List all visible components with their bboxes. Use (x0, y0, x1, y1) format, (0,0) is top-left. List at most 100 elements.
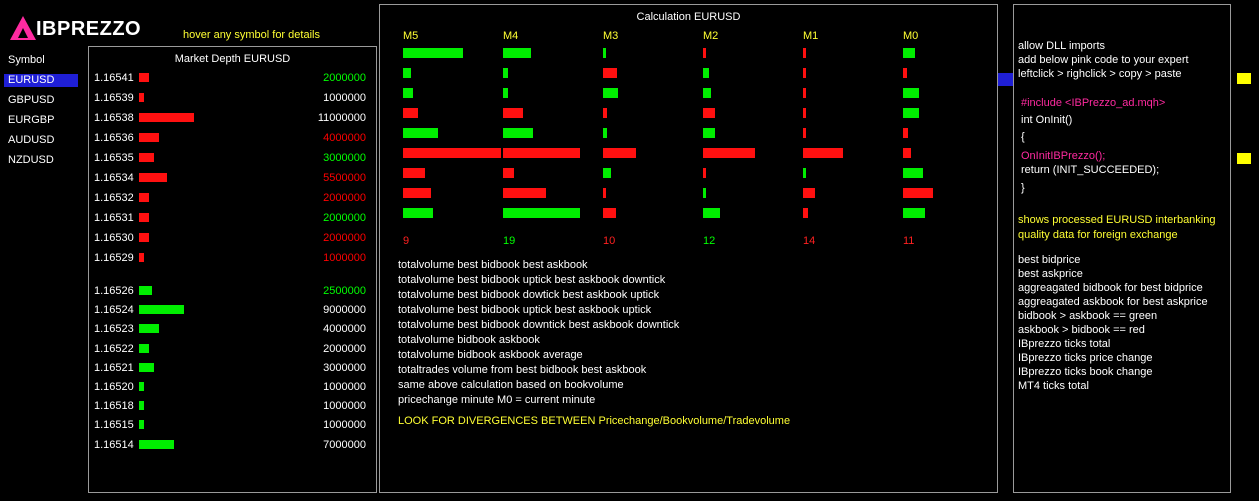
depth-volume: 1000000 (323, 252, 366, 264)
calc-bar (903, 208, 925, 218)
calc-bar (503, 148, 580, 158)
calc-bar (703, 168, 706, 178)
info-line: MT4 ticks total (1018, 380, 1089, 392)
calc-bar (703, 48, 706, 58)
depth-volume-bar (139, 305, 184, 315)
column-label-m0: M0 (903, 30, 919, 42)
info-line: allow DLL imports (1018, 40, 1106, 52)
calc-bar (403, 188, 431, 198)
depth-row: 1.16535 3000000 (89, 151, 376, 165)
legend-line: totalvolume bidbook askbook (398, 334, 540, 346)
market-depth-panel: Market Depth EURUSD 1.16541 2000000 1.1653… (88, 46, 377, 493)
calc-bar (403, 128, 438, 138)
calc-bar (703, 208, 720, 218)
depth-price: 1.16515 (94, 419, 134, 432)
calc-bar (603, 128, 607, 138)
calc-bar (703, 108, 715, 118)
calc-bar (403, 108, 418, 118)
column-total: 11 (903, 235, 915, 247)
depth-volume: 1000000 (323, 419, 366, 432)
legend-line: totalvolume best bidbook downtick best a… (398, 319, 680, 331)
depth-price: 1.16520 (94, 381, 134, 393)
calc-bar (403, 208, 433, 218)
depth-row: 1.16514 7000000 (89, 438, 376, 452)
depth-volume-bar (139, 362, 154, 372)
depth-volume-bar (139, 173, 167, 182)
depth-price: 1.16514 (94, 438, 134, 451)
depth-volume-bar (139, 343, 149, 353)
depth-volume-bar (139, 324, 159, 334)
depth-volume-bar (139, 286, 152, 295)
depth-row: 1.16534 5500000 (89, 171, 376, 185)
calc-bar (503, 128, 533, 138)
calc-bar (503, 48, 531, 58)
depth-row: 1.16526 2500000 (89, 284, 376, 298)
depth-price: 1.16526 (94, 285, 134, 297)
column-label-m1: M1 (803, 30, 819, 42)
calc-bar (403, 48, 463, 58)
depth-volume-bar (139, 420, 144, 430)
depth-price: 1.16518 (94, 400, 134, 413)
brand-name: IBPREZZO (36, 18, 142, 40)
column-total: 12 (703, 235, 716, 247)
depth-volume: 2000000 (323, 192, 366, 204)
depth-row: 1.16538 11000000 (89, 111, 376, 125)
info-line: quality data for foreign exchange (1018, 229, 1178, 241)
depth-volume-bar (139, 133, 159, 142)
calc-bar (603, 48, 606, 58)
symbol-item-gbpusd[interactable]: GBPUSD (8, 94, 55, 106)
depth-row: 1.16520 1000000 (89, 380, 376, 394)
depth-volume-bar (139, 153, 154, 162)
depth-volume: 11000000 (317, 112, 366, 124)
depth-volume-bar (139, 73, 149, 82)
info-line: bidbook > askbook == green (1018, 310, 1158, 322)
calc-bar (603, 168, 611, 178)
symbol-item-eurusd[interactable]: EURUSD (4, 74, 78, 87)
calc-bar (903, 48, 915, 58)
calc-bar (803, 188, 815, 198)
yellow-marker-1 (1237, 73, 1251, 84)
depth-volume-bar (139, 113, 194, 122)
depth-row: 1.16541 2000000 (89, 71, 376, 85)
depth-row: 1.16524 9000000 (89, 303, 376, 317)
legend-line: totalvolume best bidbook best askbook (398, 259, 588, 271)
legend-line: totalvolume best bidbook uptick best ask… (398, 274, 666, 286)
ibprezzo-logo-icon (10, 16, 36, 40)
calc-bar (803, 68, 806, 78)
info-line: add below pink code to your expert (1018, 54, 1189, 66)
info-line: shows processed EURUSD interbanking (1018, 214, 1216, 226)
depth-volume: 3000000 (323, 152, 366, 164)
symbol-item-eurgbp[interactable]: EURGBP (8, 114, 55, 126)
depth-row: 1.16522 2000000 (89, 342, 376, 356)
calc-bar (603, 188, 606, 198)
calc-bar (703, 128, 715, 138)
yellow-marker-2 (1237, 153, 1251, 164)
calc-bar (703, 88, 711, 98)
depth-row: 1.16529 1000000 (89, 251, 376, 265)
calc-bar (703, 68, 709, 78)
info-line: return (INIT_SUCCEEDED); (1021, 164, 1160, 176)
info-panel: allow DLL imports add below pink code to … (1013, 4, 1231, 493)
symbol-item-nzdusd[interactable]: NZDUSD (8, 154, 54, 166)
calculation-panel: Calculation EURUSD M5 9 M4 19 M3 10 M2 12 M1 14 M0… (379, 4, 998, 493)
depth-volume-bar (139, 93, 144, 102)
calc-bar (503, 168, 514, 178)
depth-volume: 1000000 (323, 92, 366, 104)
calc-bar (903, 68, 907, 78)
depth-volume: 1000000 (323, 400, 366, 413)
depth-row: 1.16536 4000000 (89, 131, 376, 145)
depth-price: 1.16536 (94, 132, 134, 144)
calc-bar (403, 148, 501, 158)
info-line: IBprezzo ticks book change (1018, 366, 1153, 378)
depth-price: 1.16535 (94, 152, 134, 164)
symbol-header: Symbol (8, 54, 45, 66)
depth-price: 1.16531 (94, 212, 134, 224)
depth-volume-bar (139, 401, 144, 411)
symbol-item-audusd[interactable]: AUDUSD (8, 134, 55, 146)
column-label-m3: M3 (603, 30, 619, 42)
depth-price: 1.16521 (94, 361, 134, 374)
selection-indicator-bar (998, 73, 1013, 86)
calc-bar (903, 128, 908, 138)
info-line: best askprice (1018, 268, 1083, 280)
calc-bar (503, 188, 546, 198)
